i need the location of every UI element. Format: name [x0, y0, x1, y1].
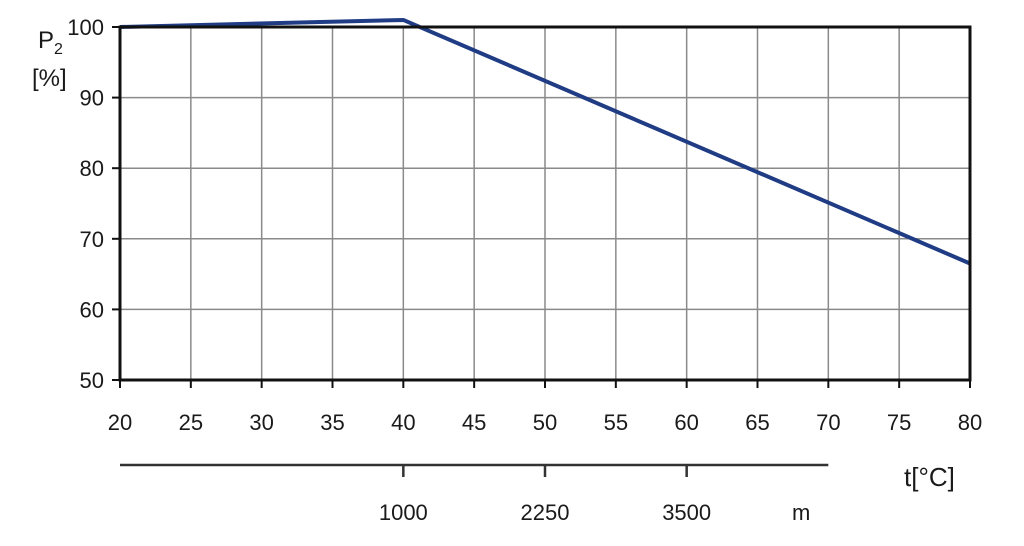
x-tick-label: 80 — [958, 410, 982, 435]
series-line — [119, 17, 971, 266]
secondary-axis: 1000 2250 3500 — [120, 463, 829, 525]
y-tick-label: 60 — [80, 297, 104, 322]
x-tick-label: 70 — [816, 410, 840, 435]
x-tick-label: 40 — [391, 410, 415, 435]
series-group — [119, 17, 971, 266]
x-tick-label: 55 — [604, 410, 628, 435]
secondary-axis-unit: m — [792, 500, 810, 525]
secondary-tick-label: 3500 — [662, 500, 711, 525]
y-tick-label: 100 — [67, 15, 104, 40]
grid — [120, 27, 970, 380]
x-tick-label: 20 — [108, 410, 132, 435]
y-axis-ticks: 50 60 70 80 90 100 — [67, 15, 120, 393]
y-tick-label: 70 — [80, 227, 104, 252]
x-tick-label: 65 — [745, 410, 769, 435]
y-axis-label: P2 — [38, 27, 63, 58]
x-tick-label: 50 — [533, 410, 557, 435]
y-axis-unit: [%] — [32, 65, 67, 92]
y-tick-label: 80 — [80, 156, 104, 181]
y-axis-label-main: P — [38, 27, 54, 54]
x-axis-ticks: 20 25 30 35 40 45 50 55 60 65 70 75 80 — [108, 380, 982, 435]
y-tick-label: 50 — [80, 368, 104, 393]
x-tick-label: 30 — [249, 410, 273, 435]
x-tick-label: 35 — [320, 410, 344, 435]
x-tick-label: 75 — [887, 410, 911, 435]
y-tick-label: 90 — [80, 86, 104, 111]
secondary-tick-label: 1000 — [379, 500, 428, 525]
y-axis-label-subscript: 2 — [54, 41, 63, 58]
secondary-tick-label: 2250 — [521, 500, 570, 525]
x-tick-label: 60 — [674, 410, 698, 435]
x-tick-label: 25 — [179, 410, 203, 435]
x-axis-label: t[°C] — [904, 462, 955, 492]
x-tick-label: 45 — [462, 410, 486, 435]
